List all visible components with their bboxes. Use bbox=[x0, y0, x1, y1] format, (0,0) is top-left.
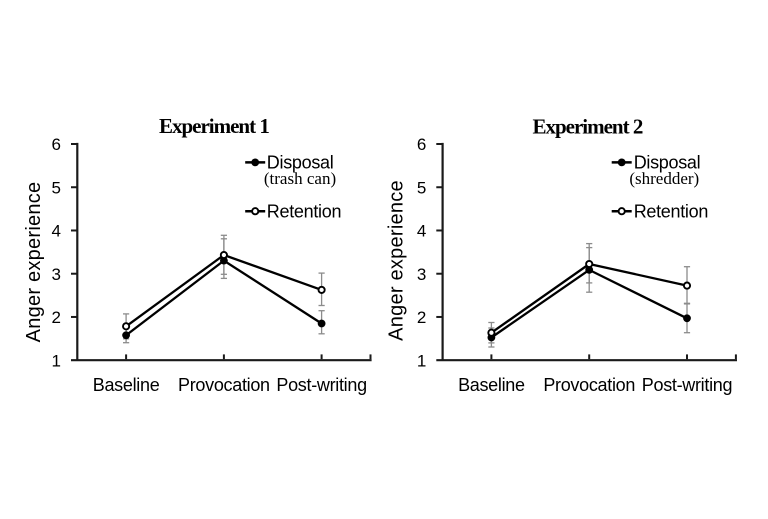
svg-text:(shredder): (shredder) bbox=[629, 169, 699, 188]
svg-text:Retention: Retention bbox=[267, 202, 341, 222]
svg-text:Anger experience: Anger experience bbox=[386, 180, 408, 341]
svg-text:(trash can): (trash can) bbox=[264, 169, 336, 188]
svg-text:3: 3 bbox=[52, 265, 61, 284]
svg-text:5: 5 bbox=[417, 178, 426, 197]
svg-text:Disposal: Disposal bbox=[267, 153, 334, 173]
svg-text:Provocation: Provocation bbox=[178, 375, 270, 395]
svg-text:1: 1 bbox=[52, 351, 61, 370]
svg-text:4: 4 bbox=[417, 222, 426, 241]
svg-text:1: 1 bbox=[417, 351, 426, 370]
svg-text:Disposal: Disposal bbox=[634, 153, 701, 173]
svg-text:2: 2 bbox=[52, 308, 61, 327]
svg-text:Baseline: Baseline bbox=[458, 375, 525, 395]
svg-text:6: 6 bbox=[52, 135, 61, 154]
svg-text:6: 6 bbox=[417, 135, 426, 154]
svg-text:Experiment 2: Experiment 2 bbox=[532, 115, 642, 139]
svg-text:Post-writing: Post-writing bbox=[276, 375, 366, 395]
svg-text:Baseline: Baseline bbox=[93, 375, 160, 395]
svg-text:5: 5 bbox=[52, 178, 61, 197]
svg-text:3: 3 bbox=[417, 265, 426, 284]
svg-text:2: 2 bbox=[417, 308, 426, 327]
svg-text:Experiment 1: Experiment 1 bbox=[159, 114, 269, 138]
svg-text:Provocation: Provocation bbox=[543, 375, 635, 395]
svg-text:4: 4 bbox=[52, 222, 61, 241]
svg-text:Anger experience: Anger experience bbox=[23, 182, 45, 343]
svg-text:Post-writing: Post-writing bbox=[642, 375, 732, 395]
svg-text:Retention: Retention bbox=[634, 202, 708, 222]
